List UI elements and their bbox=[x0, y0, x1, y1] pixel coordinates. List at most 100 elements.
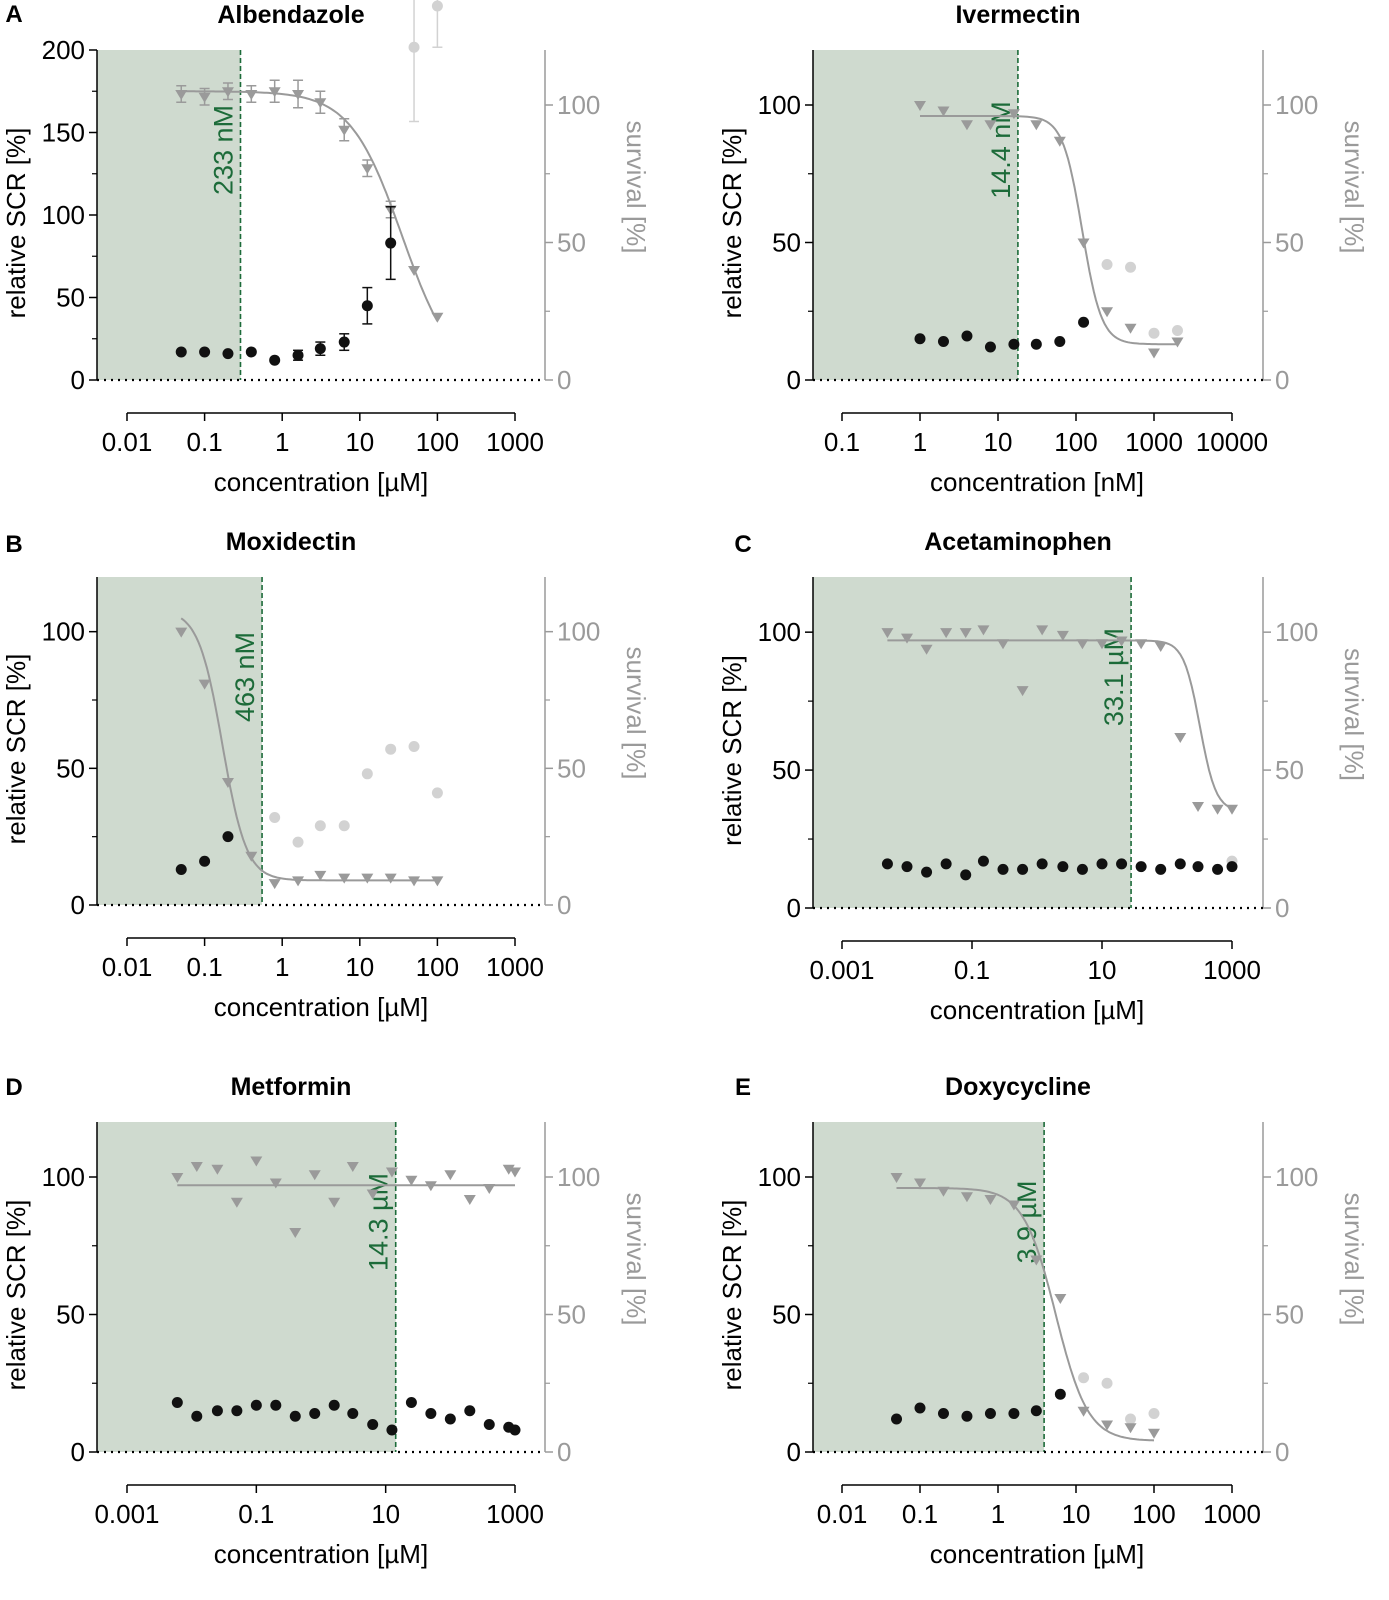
panel-letter: B bbox=[5, 531, 22, 558]
survival-point bbox=[1101, 1420, 1114, 1431]
y-axis-label: relative SCR [%] bbox=[717, 1200, 747, 1391]
scr-point bbox=[231, 1405, 243, 1417]
survival-point bbox=[361, 164, 374, 175]
excluded-point bbox=[1125, 1413, 1137, 1425]
survival-point bbox=[198, 679, 211, 690]
excluded-point bbox=[1148, 1408, 1160, 1419]
survival-point bbox=[314, 870, 327, 881]
x-tick-label: 100 bbox=[416, 952, 459, 982]
survival-point bbox=[198, 92, 211, 103]
survival-point bbox=[1016, 686, 1029, 697]
scr-point bbox=[245, 346, 257, 358]
x-axis-label: concentration [µM] bbox=[214, 467, 428, 497]
scr-point bbox=[914, 333, 926, 345]
y2-tick-label: 50 bbox=[1275, 755, 1304, 785]
survival-point bbox=[940, 628, 953, 639]
panel-letter: A bbox=[5, 1, 22, 28]
survival-point bbox=[269, 1178, 282, 1189]
y2-tick-label: 50 bbox=[557, 753, 586, 783]
scr-point bbox=[509, 1424, 521, 1436]
shaded-region bbox=[813, 50, 1018, 380]
y-tick-label: 0 bbox=[71, 1437, 85, 1467]
x-axis-label: concentration [nM] bbox=[930, 467, 1144, 497]
x-tick-label: 10 bbox=[1062, 1499, 1091, 1529]
survival-point bbox=[890, 1173, 903, 1183]
panel-moxidectin: 463 nM 0 50 100 relative SCR [%] 0 50 100 surviv… bbox=[1, 528, 651, 1022]
scr-point bbox=[361, 300, 373, 312]
scr-point bbox=[175, 346, 187, 358]
survival-point bbox=[431, 876, 444, 887]
y-axis-label: relative SCR [%] bbox=[717, 655, 747, 846]
x-tick-label: 1000 bbox=[486, 427, 544, 457]
x-tick-label: 0.1 bbox=[954, 955, 990, 985]
x-tick-label: 0.01 bbox=[817, 1499, 868, 1529]
y-tick-label: 0 bbox=[787, 365, 801, 395]
y2-tick-label: 0 bbox=[557, 365, 571, 395]
x-tick-label: 0.01 bbox=[102, 427, 153, 457]
scr-point bbox=[199, 855, 211, 867]
y-tick-label: 150 bbox=[42, 118, 85, 148]
survival-point bbox=[1101, 307, 1114, 318]
survival-point bbox=[960, 120, 973, 131]
y2-axis-label: survival [%] bbox=[621, 1193, 651, 1326]
survival-point bbox=[385, 1167, 398, 1178]
scr-point bbox=[1054, 1388, 1066, 1400]
survival-point bbox=[314, 98, 327, 109]
scr-point bbox=[405, 1397, 417, 1408]
scr-point bbox=[1036, 858, 1048, 870]
survival-point bbox=[175, 90, 188, 100]
survival-point bbox=[361, 873, 374, 884]
x-tick-label: 0.1 bbox=[824, 427, 860, 457]
fit-curve bbox=[180, 617, 438, 882]
y-tick-label: 100 bbox=[758, 90, 801, 120]
y2-axis-label: survival [%] bbox=[621, 647, 651, 780]
survival-point bbox=[1226, 804, 1238, 815]
y2-axis-label: survival [%] bbox=[1339, 121, 1369, 254]
survival-point bbox=[920, 644, 933, 655]
survival-point bbox=[984, 1195, 997, 1205]
x-tick-label: 10000 bbox=[1196, 427, 1268, 457]
shaded-region bbox=[97, 1122, 396, 1452]
y2-tick-label: 50 bbox=[1275, 1300, 1304, 1330]
survival-point bbox=[268, 87, 281, 98]
scr-point bbox=[444, 1413, 456, 1425]
survival-point bbox=[346, 1162, 359, 1172]
survival-point bbox=[1115, 636, 1128, 647]
survival-point bbox=[289, 1228, 302, 1238]
survival-point bbox=[1154, 641, 1167, 652]
x-tick-label: 0.001 bbox=[94, 1499, 159, 1529]
x-tick-label: 100 bbox=[1054, 427, 1097, 457]
survival-point bbox=[408, 876, 421, 887]
scr-point bbox=[250, 1399, 262, 1411]
scr-point bbox=[891, 1413, 903, 1425]
scr-point bbox=[1054, 336, 1066, 347]
survival-point bbox=[221, 778, 234, 788]
y2-tick-label: 100 bbox=[1275, 617, 1318, 647]
y-tick-label: 50 bbox=[772, 755, 801, 785]
fit-curve bbox=[920, 115, 1178, 346]
x-tick-label: 1 bbox=[275, 952, 289, 982]
x-tick-label: 1000 bbox=[1203, 955, 1261, 985]
scr-point bbox=[1226, 861, 1238, 873]
survival-point bbox=[221, 87, 234, 98]
y2-tick-label: 0 bbox=[557, 890, 571, 920]
survival-point bbox=[901, 633, 913, 644]
x-axis-label: concentration [µM] bbox=[930, 995, 1144, 1025]
scr-point bbox=[386, 1424, 398, 1436]
y2-axis-label: survival [%] bbox=[1339, 648, 1369, 781]
scr-point bbox=[1155, 863, 1167, 875]
scr-point bbox=[199, 346, 211, 358]
survival-point bbox=[977, 625, 990, 636]
excluded-point bbox=[1101, 259, 1113, 270]
y2-tick-label: 50 bbox=[557, 1300, 586, 1330]
y-tick-label: 0 bbox=[71, 890, 85, 920]
y2-tick-label: 100 bbox=[1275, 90, 1318, 120]
scr-point bbox=[901, 861, 913, 873]
scr-point bbox=[1017, 863, 1029, 875]
survival-point bbox=[444, 1170, 457, 1181]
scr-point bbox=[338, 336, 350, 348]
survival-point bbox=[175, 627, 188, 638]
y-tick-label: 0 bbox=[787, 1437, 801, 1467]
scr-point bbox=[977, 855, 989, 867]
